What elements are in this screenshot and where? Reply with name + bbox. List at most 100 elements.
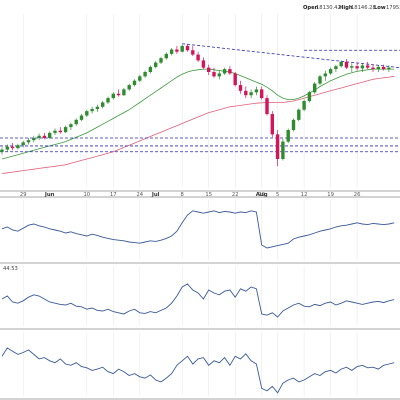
candle-body [355, 66, 359, 69]
candle-body [387, 67, 391, 70]
candle-body [148, 66, 153, 72]
candle-body [122, 89, 126, 96]
candle-body [95, 106, 100, 109]
candle-body [307, 92, 312, 101]
candle-body [85, 111, 89, 116]
candle-body [323, 73, 327, 77]
date-tick-label: 15 [205, 192, 212, 198]
open-label: Open [303, 5, 319, 11]
candle-body [42, 135, 47, 138]
candle-body [10, 146, 15, 149]
candle-body [238, 85, 243, 91]
candle-body [21, 142, 25, 146]
candle-body [175, 49, 179, 52]
candle-body [74, 119, 78, 125]
candle-body [53, 130, 57, 133]
candle-body [5, 146, 9, 150]
moving-average-fast [1, 68, 395, 160]
candle-body [159, 58, 163, 63]
descending-trendline [182, 43, 400, 69]
candle-body [244, 90, 248, 96]
indicator-2-panel [1, 266, 395, 326]
candle-body [180, 45, 184, 52]
candle-body [366, 65, 370, 68]
candle-body [254, 89, 259, 93]
candle-body [350, 66, 354, 68]
candle-body [116, 93, 121, 96]
candle-body [260, 89, 264, 99]
date-tick-label: 29 [20, 192, 27, 198]
candle-body [106, 98, 110, 103]
candle-body [0, 149, 4, 152]
open-value: 18130.42 [316, 5, 341, 11]
candle-body [360, 65, 365, 69]
month-tick-label: Jun [44, 192, 55, 198]
date-tick-label: 26 [354, 192, 361, 198]
candle-body [286, 130, 290, 142]
candle-body [143, 72, 147, 77]
candle-body [328, 69, 333, 74]
indicator-1-line [1, 210, 395, 249]
candle-body [90, 108, 94, 112]
candle-body [270, 114, 274, 135]
candle-body [164, 53, 168, 59]
candle-body [185, 45, 190, 51]
low-label: Low [374, 5, 386, 11]
date-tick-label: 19 [327, 192, 334, 198]
candle-body [334, 66, 338, 70]
price-panel [0, 14, 400, 188]
date-tick-label: 12 [301, 192, 308, 198]
candle-body [79, 115, 84, 120]
candle-body [69, 124, 73, 128]
candle-body [371, 67, 375, 70]
candle-body [111, 93, 115, 99]
high-label: High [339, 5, 353, 11]
candle-body [196, 54, 200, 61]
candle-body [291, 119, 296, 130]
candle-body [63, 127, 68, 133]
candle-body [191, 50, 195, 55]
candle-body [201, 60, 206, 68]
candle-body [376, 66, 380, 70]
candle-body [37, 135, 41, 138]
date-tick-label: 29 [258, 192, 265, 198]
indicator-2-line [1, 283, 395, 318]
candle-body [228, 69, 232, 74]
candle-body [297, 109, 301, 120]
candle-body [302, 101, 306, 110]
price-overlays [0, 43, 400, 174]
candle-body [265, 98, 269, 115]
candle-body [58, 130, 62, 133]
indicator-3-panel [1, 332, 395, 396]
date-tick-label: 24 [136, 192, 143, 198]
candle-body [318, 76, 322, 84]
candle-body [249, 92, 253, 96]
candle-body [217, 73, 221, 77]
date-axis: 29 10 17 24 8 15 22 29 5 12 19 26 Jun Jul Aug [20, 192, 361, 198]
candle-body [212, 72, 216, 77]
month-tick-label: Jul [151, 192, 160, 198]
candle-body [26, 140, 31, 143]
indicator-3-line [1, 347, 395, 394]
candle-body [275, 134, 280, 159]
month-tick-label: Aug [256, 192, 268, 198]
indicator-2-value-label: 44.53 [3, 266, 18, 272]
date-tick-label: 17 [110, 192, 117, 198]
candle-body [339, 61, 343, 67]
date-tick-label: 10 [83, 192, 90, 198]
candle-body [344, 61, 349, 68]
candle-body [48, 132, 52, 138]
candle-body [281, 141, 285, 159]
candle-body [138, 76, 142, 81]
candle-body [127, 85, 131, 90]
indicator-1-panel [1, 200, 395, 260]
moving-average-slow [1, 75, 395, 174]
candle-body [154, 62, 158, 67]
candle-body [207, 67, 211, 72]
candle-body [313, 83, 317, 93]
candle-body [101, 102, 105, 107]
